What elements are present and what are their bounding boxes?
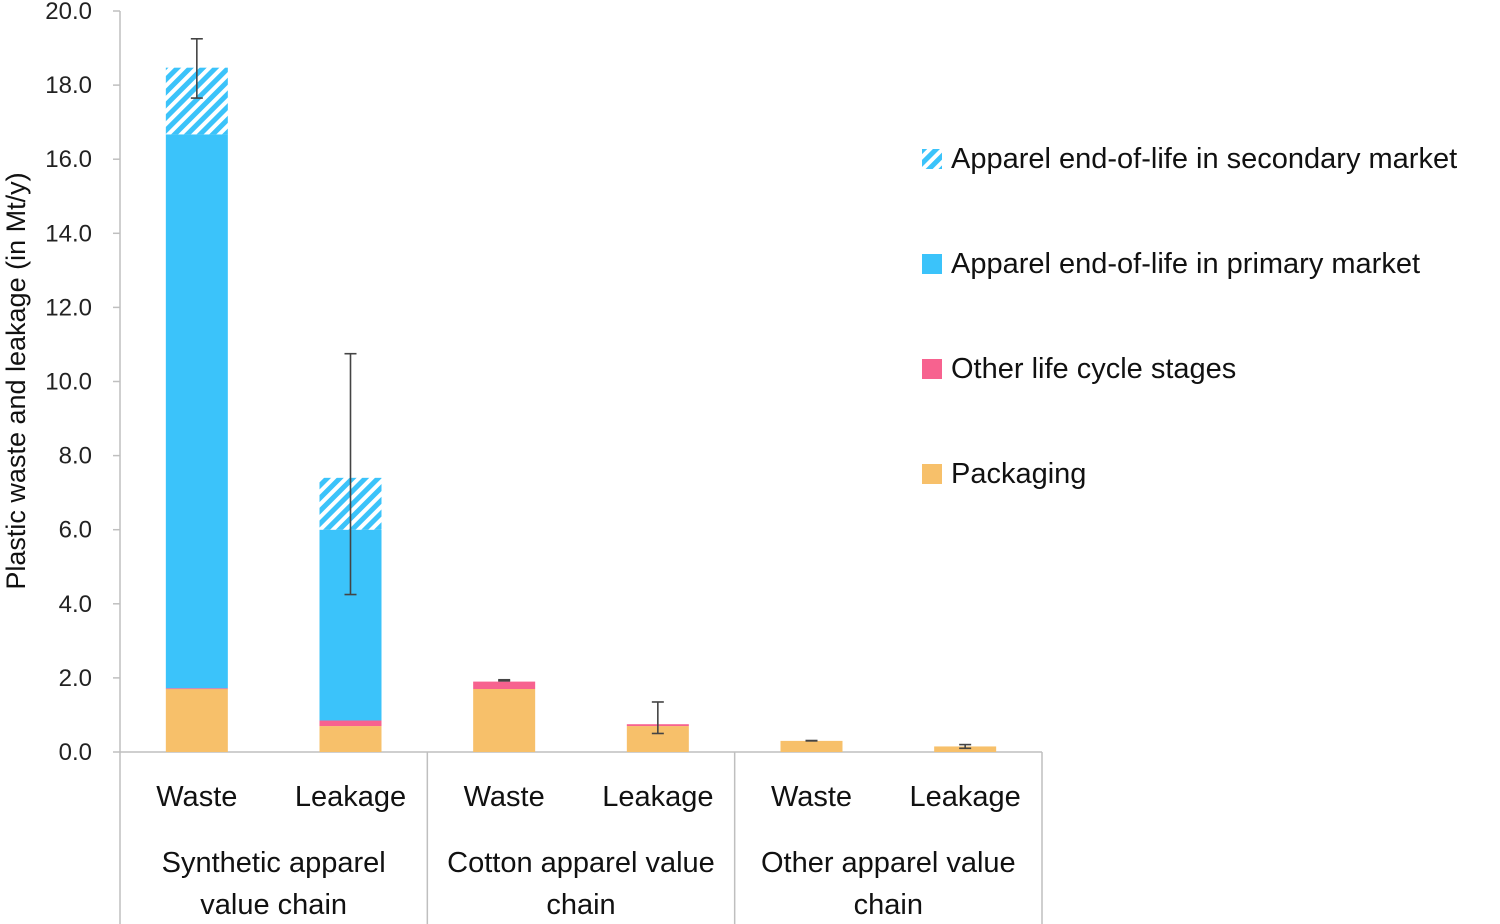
y-tick-label: 2.0: [59, 665, 92, 692]
y-axis-title: Plastic waste and leakage (in Mt/y): [1, 172, 31, 589]
x-tick-label: Waste: [464, 781, 545, 813]
bar-segment: [319, 726, 382, 752]
group-label: Synthetic apparel: [162, 847, 386, 879]
y-tick-label: 14.0: [45, 220, 92, 247]
x-tick-label: Leakage: [295, 781, 406, 813]
legend-label: Other life cycle stages: [951, 353, 1236, 385]
legend-swatch: [922, 254, 942, 274]
y-tick-label: 0.0: [59, 739, 92, 766]
bar-segment: [780, 740, 843, 752]
x-tick-label: Waste: [771, 781, 852, 813]
y-tick-label: 10.0: [45, 369, 92, 396]
x-tick-label: Leakage: [910, 781, 1021, 813]
group-label: value chain: [200, 889, 347, 921]
legend-label: Apparel end-of-life in secondary market: [951, 143, 1457, 175]
group-label: Cotton apparel value: [447, 847, 715, 879]
bar-segment: [165, 688, 228, 690]
error-bar: [498, 678, 511, 682]
error-bar: [959, 743, 972, 750]
group-label: chain: [546, 889, 615, 921]
legend-swatch: [922, 359, 942, 379]
x-tick-label: Leakage: [602, 781, 713, 813]
y-tick-label: 20.0: [45, 0, 92, 25]
y-tick-label: 18.0: [45, 72, 92, 99]
y-tick-label: 4.0: [59, 591, 92, 618]
error-bar: [344, 352, 357, 596]
legend-label: Packaging: [951, 458, 1086, 490]
y-tick-label: 8.0: [59, 443, 92, 470]
bar-segment: [319, 720, 382, 727]
error-bar: [190, 37, 203, 99]
group-label: Other apparel value: [761, 847, 1016, 879]
y-tick-label: 16.0: [45, 146, 92, 173]
bar-segment: [473, 689, 536, 752]
bar-segment: [165, 134, 228, 689]
legend-swatch: [922, 464, 942, 484]
bar-segment: [473, 681, 536, 690]
y-tick-label: 6.0: [59, 517, 92, 544]
x-tick-label: Waste: [156, 781, 237, 813]
legend-label: Apparel end-of-life in primary market: [951, 248, 1420, 280]
group-label: chain: [854, 889, 923, 921]
bar-segment: [934, 746, 997, 752]
y-tick-label: 12.0: [45, 294, 92, 321]
error-bar: [651, 701, 664, 735]
legend-swatch: [922, 149, 942, 169]
bar-segment: [165, 689, 228, 752]
